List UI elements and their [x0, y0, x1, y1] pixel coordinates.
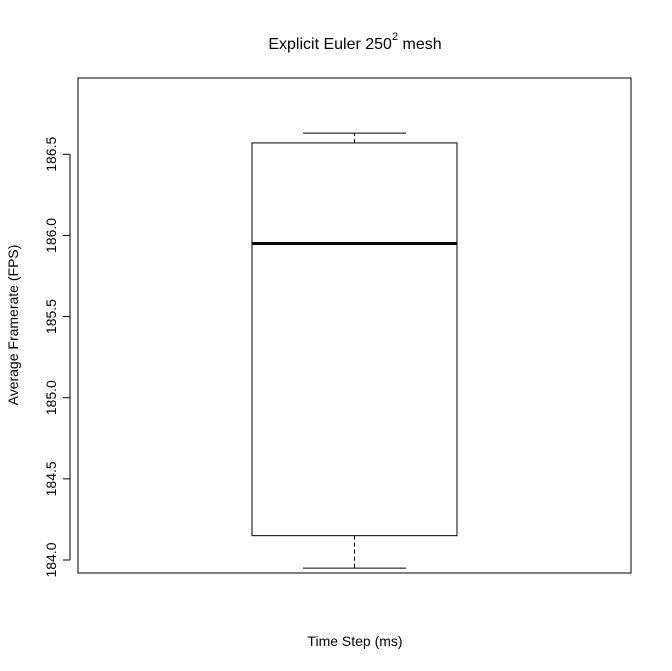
y-axis: 184.0 184.5 185.0 185.5 186.0 186.5 — [43, 137, 71, 578]
x-axis-label: Time Step (ms) — [307, 633, 402, 649]
y-tick-label: 185.0 — [43, 380, 59, 415]
y-tick-label: 184.0 — [43, 542, 59, 577]
y-tick-label: 186.0 — [43, 218, 59, 253]
y-tick-label: 185.5 — [43, 299, 59, 334]
y-tick-label: 186.5 — [43, 137, 59, 172]
chart-title: Explicit Euler 2502 mesh — [268, 31, 441, 53]
iqr-box — [251, 142, 458, 537]
y-tick-label: 184.5 — [43, 461, 59, 496]
title-superscript: 2 — [392, 31, 398, 43]
plot-frame — [77, 77, 632, 574]
title-suffix: mesh — [398, 36, 442, 53]
y-axis-label: Average Framerate (FPS) — [5, 245, 21, 406]
boxes-group — [251, 132, 458, 569]
title-main: Explicit Euler 250 — [268, 36, 392, 53]
